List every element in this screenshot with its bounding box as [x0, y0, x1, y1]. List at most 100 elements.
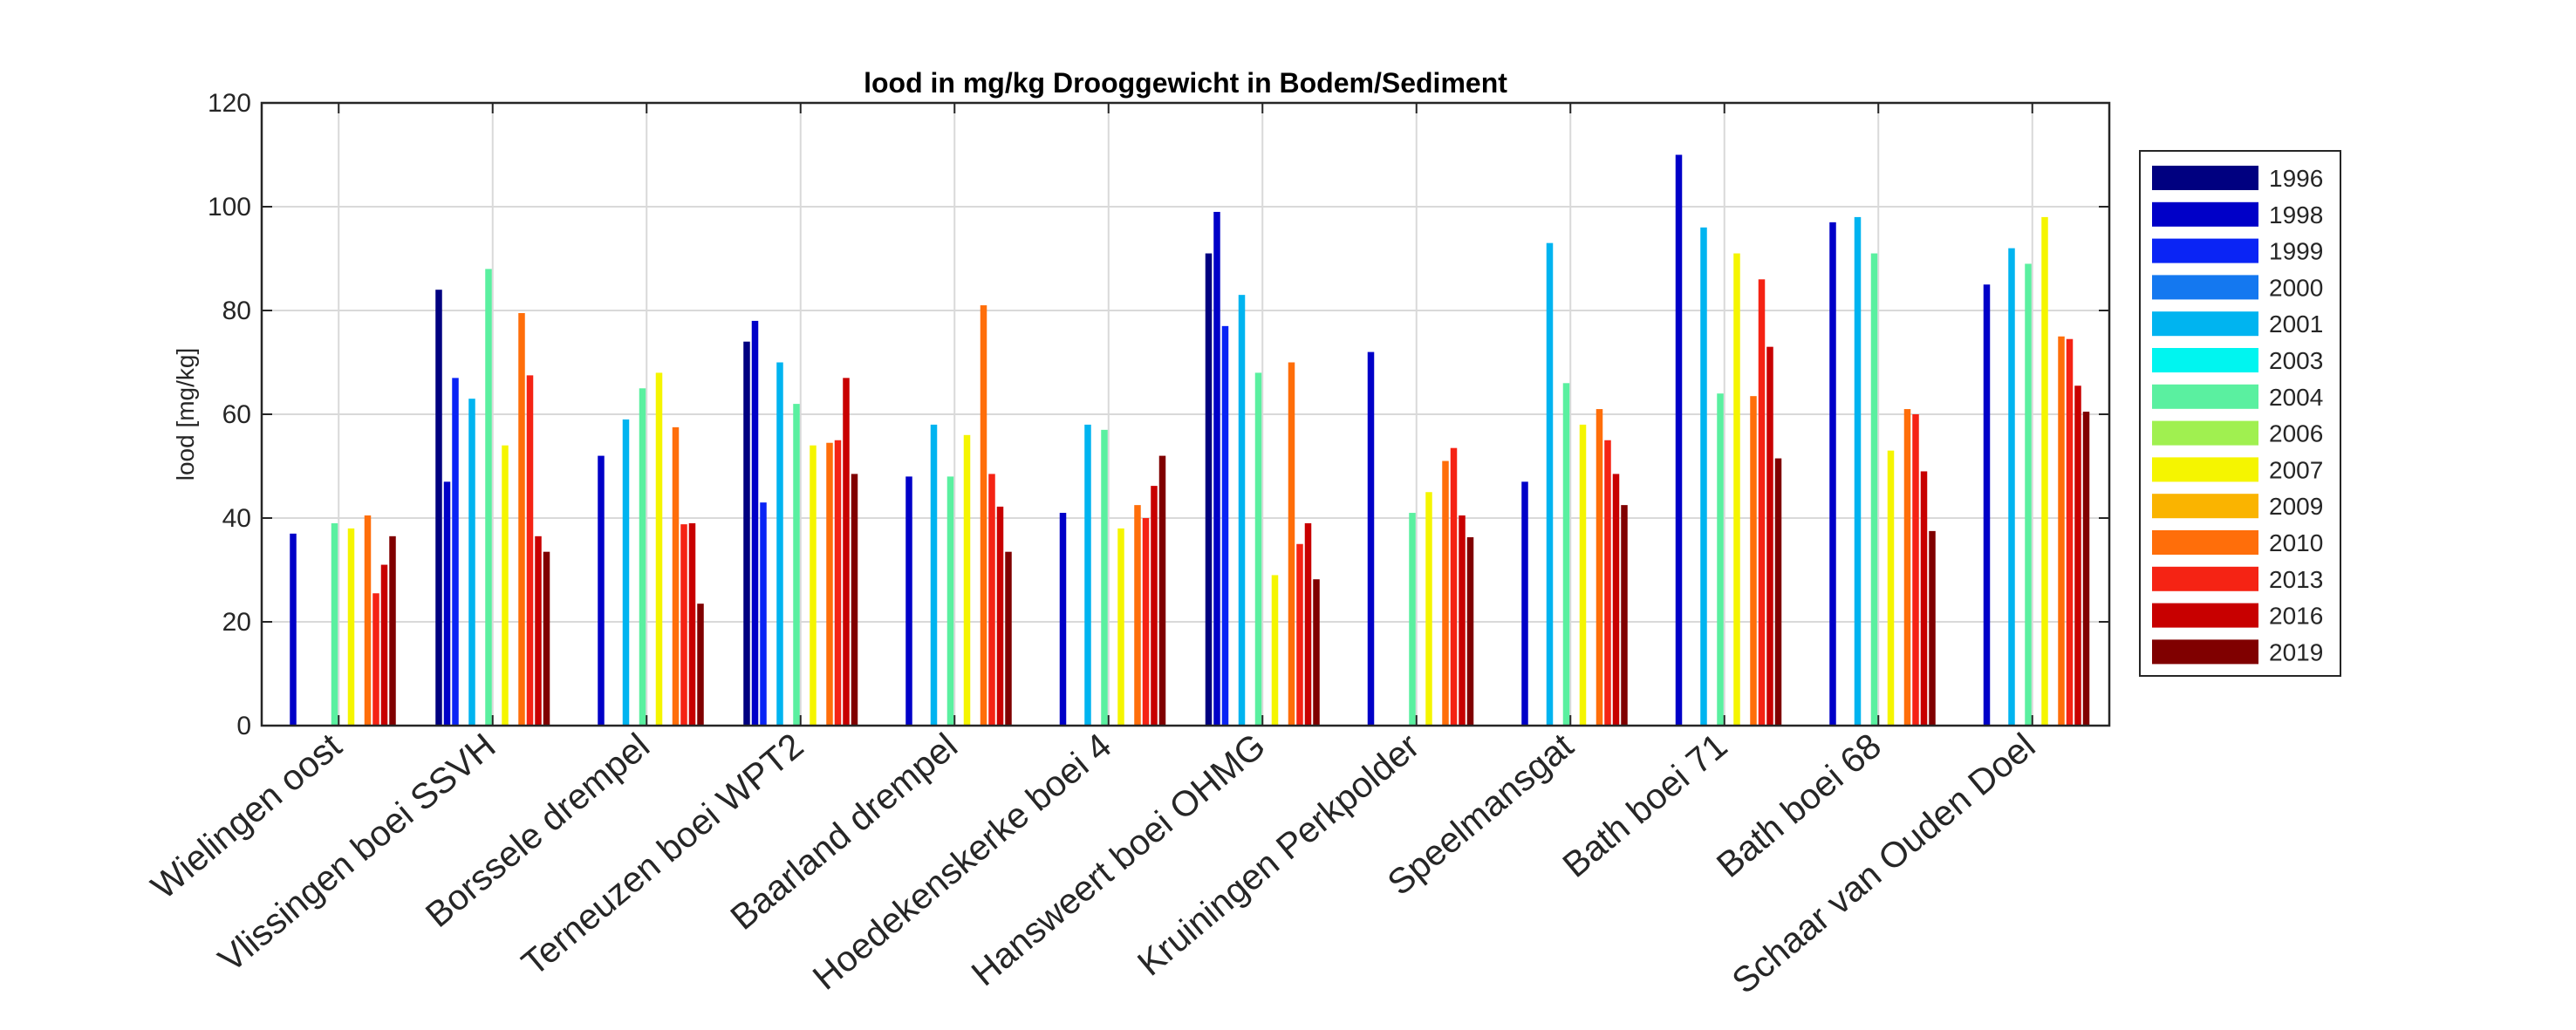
bar-1998-2 [598, 455, 605, 726]
x-tick-label: Terneuzen boei WPT2 [514, 726, 810, 984]
bar-2019-0 [389, 535, 396, 726]
legend-swatch-2010 [2152, 530, 2258, 555]
bar-2007-9 [1733, 253, 1740, 726]
bar-2013-1 [526, 375, 534, 726]
bar-2010-6 [1288, 362, 1295, 726]
bar-2016-10 [1920, 471, 1928, 726]
bar-2004-0 [331, 522, 338, 726]
bar-2013-7 [1450, 447, 1458, 726]
bar-1999-6 [1221, 325, 1229, 726]
bar-1998-3 [751, 320, 759, 726]
legend-box [2139, 150, 2341, 677]
legend-label: 2003 [2269, 347, 2323, 374]
bar-2016-4 [996, 506, 1004, 726]
bar-2007-8 [1579, 424, 1587, 726]
bar-2010-5 [1134, 505, 1141, 726]
x-tick-label: Vlissingen boei SSVH [210, 726, 502, 980]
bar-2001-3 [776, 362, 783, 726]
legend-label: 2013 [2269, 566, 2323, 593]
bar-2013-11 [2066, 338, 2074, 726]
bar-2004-9 [1717, 393, 1724, 726]
y-tick-labels: 0 20 40 60 80 100 120 [208, 89, 251, 740]
legend-swatch-1996 [2152, 166, 2258, 190]
bar-2010-4 [980, 305, 987, 726]
y-tick-label: 20 [222, 608, 251, 637]
x-tick-label: Hoedekenskerke boei 4 [805, 726, 1119, 998]
bar-2010-9 [1750, 396, 1757, 726]
bar-2013-9 [1758, 279, 1766, 726]
legend-swatch-2016 [2152, 603, 2258, 628]
bar-2013-8 [1604, 440, 1611, 726]
bar-2013-2 [680, 524, 687, 726]
legend-label: 2006 [2269, 420, 2323, 447]
bar-1996-3 [743, 341, 750, 726]
bar-2007-1 [502, 445, 509, 726]
bar-2001-4 [930, 424, 938, 726]
legend-swatch-2003 [2152, 348, 2258, 372]
y-tick-label: 60 [222, 400, 251, 429]
y-tick-label: 120 [208, 89, 251, 118]
grid-lines [262, 103, 2109, 726]
legend-swatch-1999 [2152, 238, 2258, 263]
bar-2013-10 [1912, 414, 1919, 726]
bar-2004-11 [2025, 263, 2032, 726]
bar-2004-1 [485, 269, 492, 726]
bar-2007-3 [810, 445, 817, 726]
legend-swatch-2006 [2152, 420, 2258, 446]
y-axis-label: lood [mg/kg] [172, 348, 199, 481]
bar-2013-5 [1142, 518, 1150, 726]
bar-2001-1 [468, 399, 475, 726]
x-tick-label: Kruiningen Perkpolder [1130, 726, 1426, 984]
bar-2007-6 [1271, 575, 1279, 726]
axis-ticks [262, 102, 2109, 726]
x-tick-label: Schaar van Ouden Doel [1725, 726, 2043, 1002]
legend-swatch-2007 [2152, 457, 2258, 482]
x-tick-label: Bath boei 71 [1555, 726, 1735, 885]
legend-label: 2009 [2269, 493, 2323, 520]
legend-swatch-2019 [2152, 639, 2258, 665]
bar-2019-11 [2082, 412, 2090, 726]
bar-2016-11 [2074, 385, 2081, 726]
bar-2016-3 [843, 378, 850, 726]
bar-2007-2 [655, 372, 663, 726]
bar-2004-10 [1870, 253, 1878, 726]
bar-2004-2 [639, 388, 646, 726]
y-tick-label: 80 [222, 297, 251, 325]
legend-swatch-2000 [2152, 275, 2258, 300]
legend-swatch-2004 [2152, 384, 2258, 409]
bar-2013-6 [1296, 543, 1303, 726]
bar-2007-10 [1887, 450, 1895, 726]
bar-2001-2 [622, 419, 630, 726]
bar-2019-1 [543, 551, 550, 726]
bar-2004-4 [946, 476, 954, 726]
bar-2004-7 [1409, 513, 1416, 726]
bar-2001-8 [1546, 242, 1554, 726]
legend-swatch-2009 [2152, 494, 2258, 519]
legend-label: 1998 [2269, 201, 2323, 229]
bar-1998-4 [905, 476, 912, 726]
bars [290, 154, 2090, 726]
bar-2016-1 [535, 535, 542, 726]
y-tick-label: 100 [208, 193, 251, 222]
bar-2007-11 [2041, 216, 2048, 726]
legend-label: 2007 [2269, 456, 2323, 483]
bar-2019-8 [1621, 505, 1628, 726]
y-tick-label: 40 [222, 504, 251, 533]
legend-swatch-2013 [2152, 566, 2258, 591]
bar-2010-2 [672, 426, 680, 726]
bar-2004-6 [1254, 372, 1262, 726]
bar-1998-5 [1059, 513, 1067, 726]
bar-1998-0 [290, 533, 297, 726]
bar-1998-7 [1367, 351, 1375, 726]
bar-2019-3 [851, 474, 858, 726]
legend-label: 2000 [2269, 274, 2323, 301]
bar-2019-4 [1005, 551, 1012, 726]
legend-label: 2010 [2269, 529, 2323, 556]
bar-1999-3 [760, 502, 767, 726]
bar-2007-5 [1117, 528, 1124, 726]
legend-label: 1996 [2269, 165, 2323, 192]
legend-label: 1999 [2269, 238, 2323, 265]
bar-2004-5 [1101, 429, 1108, 726]
bar-2004-8 [1562, 383, 1570, 726]
